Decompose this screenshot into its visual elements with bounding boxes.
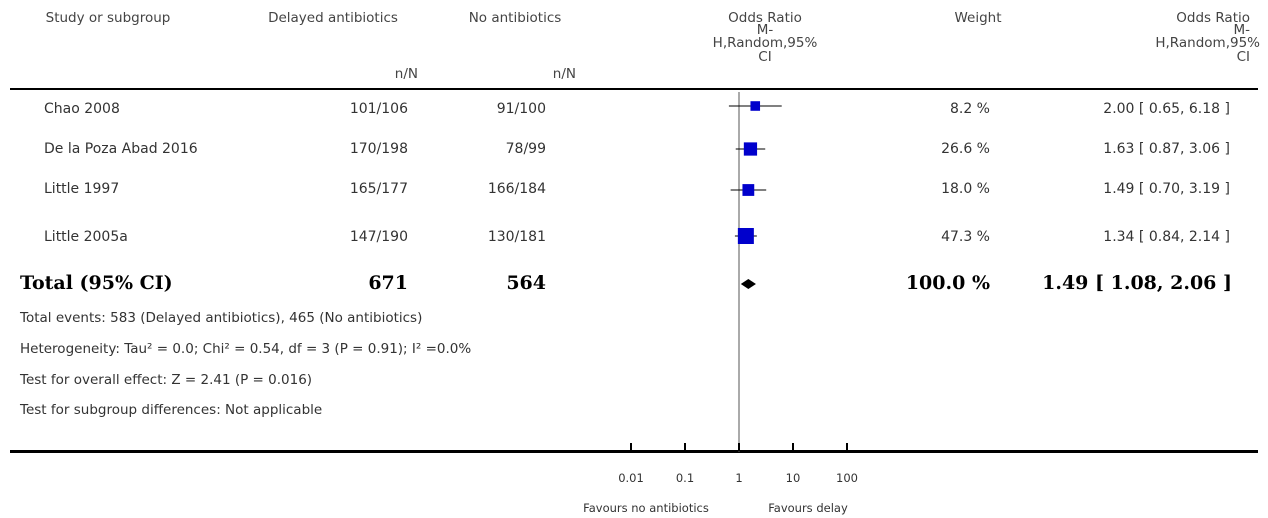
none-value: 166/184 [487, 181, 546, 197]
delayed-value: 165/177 [349, 181, 408, 197]
or-value: 1.63 [ 0.87, 3.06 ] [1103, 141, 1230, 157]
or-value: 2.00 [ 0.65, 6.18 ] [1103, 101, 1230, 117]
header-or-line1: Odds Ratio [728, 10, 802, 26]
weight-value: 26.6 % [941, 141, 990, 157]
header-study: Study or subgroup [45, 10, 171, 26]
or-value: 1.34 [ 0.84, 2.14 ] [1103, 229, 1230, 245]
total-delayed: 671 [368, 272, 408, 294]
study-marker [737, 227, 754, 245]
total-label: Total (95% CI) [20, 272, 173, 294]
study-marker [743, 142, 758, 156]
axis-tick-label: 100 [836, 471, 858, 485]
axis-tick-label: 10 [786, 471, 801, 485]
none-value: 130/181 [487, 229, 546, 245]
header-none: No antibiotics [468, 10, 562, 26]
header-or2-line4: CI [1236, 49, 1250, 65]
header-or-line3: H,Random,95% [712, 35, 818, 51]
study-marker [742, 184, 755, 196]
total-diamond [740, 279, 756, 289]
study-name: Little 2005a [44, 229, 128, 245]
total-weight: 100.0 % [905, 272, 990, 294]
weight-value: 47.3 % [941, 229, 990, 245]
bottom-rule [10, 450, 1258, 453]
note-events: Total events: 583 (Delayed antibiotics),… [20, 310, 423, 326]
header-rule [10, 88, 1258, 90]
axis-tick-label: 0.01 [618, 471, 644, 485]
header-or-line2: M- [756, 22, 774, 38]
header-none-sub: n/N [552, 66, 576, 82]
header-or2-line3: H,Random,95% [1155, 35, 1260, 51]
delayed-value: 170/198 [349, 141, 408, 157]
total-or: 1.49 [ 1.08, 2.06 ] [1042, 272, 1232, 294]
weight-value: 8.2 % [949, 101, 990, 117]
delayed-value: 147/190 [349, 229, 408, 245]
axis-tick-label: 0.1 [676, 471, 694, 485]
header-or2-line1: Odds Ratio [1176, 10, 1250, 26]
study-name: De la Poza Abad 2016 [44, 141, 198, 157]
header-or2-line2: M- [1233, 22, 1250, 38]
favours-right-label: Favours delay [768, 501, 848, 515]
header-delayed: Delayed antibiotics [268, 10, 398, 26]
note-subgroup: Test for subgroup differences: Not appli… [20, 402, 323, 418]
study-name: Little 1997 [44, 181, 120, 197]
note-heterogeneity: Heterogeneity: Tau² = 0.0; Chi² = 0.54, … [20, 341, 472, 357]
header-weight: Weight [954, 10, 1002, 26]
none-value: 91/100 [496, 101, 546, 117]
axis-tick-label: 1 [735, 471, 742, 485]
note-overall: Test for overall effect: Z = 2.41 (P = 0… [20, 372, 313, 388]
weight-value: 18.0 % [941, 181, 990, 197]
study-marker [750, 101, 761, 111]
study-name: Chao 2008 [44, 101, 120, 117]
header-delayed-sub: n/N [394, 66, 418, 82]
header-or-line4: CI [758, 49, 772, 65]
delayed-value: 101/106 [349, 101, 408, 117]
total-none: 564 [506, 272, 546, 294]
none-value: 78/99 [505, 141, 546, 157]
favours-left-label: Favours no antibiotics [583, 501, 709, 515]
or-value: 1.49 [ 0.70, 3.19 ] [1103, 181, 1230, 197]
